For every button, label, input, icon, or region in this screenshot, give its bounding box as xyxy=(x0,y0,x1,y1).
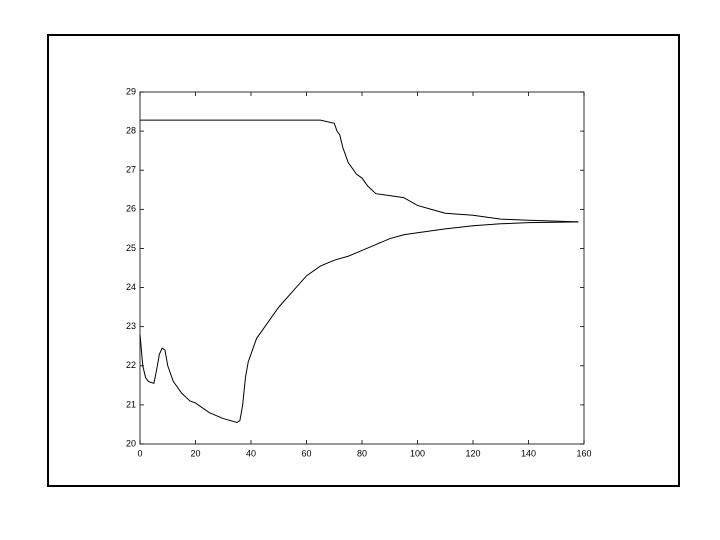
x-tick-label: 100 xyxy=(410,448,425,458)
x-tick-label: 120 xyxy=(465,448,480,458)
y-tick-label: 29 xyxy=(126,86,136,96)
y-tick-label: 28 xyxy=(126,125,136,135)
y-tick-label: 27 xyxy=(126,165,136,175)
slide-frame xyxy=(47,34,680,487)
line-series xyxy=(139,221,579,424)
x-tick-label: 0 xyxy=(137,448,142,458)
y-tick-label: 23 xyxy=(126,321,136,331)
y-tick-label: 25 xyxy=(126,243,136,253)
line-series xyxy=(140,119,579,223)
x-tick-label: 40 xyxy=(246,448,256,458)
x-tick-label: 160 xyxy=(576,448,591,458)
y-tick-label: 26 xyxy=(126,204,136,214)
x-tick-label: 60 xyxy=(301,448,311,458)
y-tick-label: 20 xyxy=(126,438,136,448)
y-tick-label: 21 xyxy=(126,399,136,409)
x-tick-label: 20 xyxy=(190,448,200,458)
y-tick-label: 24 xyxy=(126,282,136,292)
x-tick-label: 140 xyxy=(521,448,536,458)
y-tick-label: 22 xyxy=(126,360,136,370)
plot-frame xyxy=(139,91,585,445)
x-tick-label: 80 xyxy=(357,448,367,458)
